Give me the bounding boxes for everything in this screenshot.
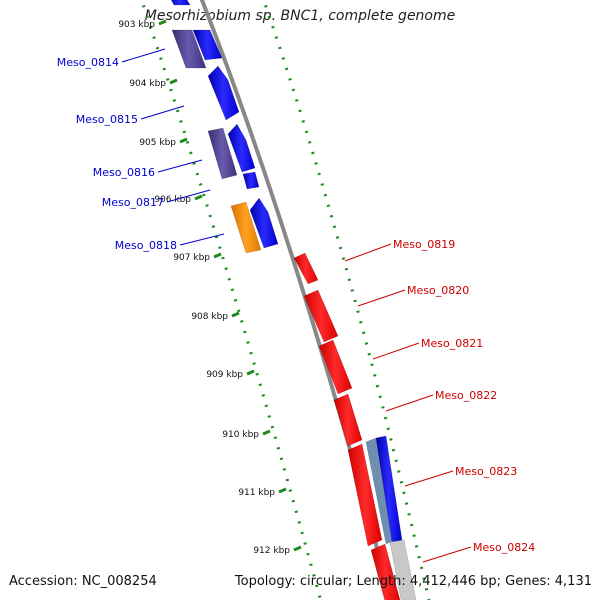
gene-label-right[interactable]: Meso_0819: [393, 238, 455, 251]
leader-line: [372, 342, 420, 360]
leader-line: [140, 105, 185, 120]
tick-label: 903 kbp: [118, 20, 155, 30]
tick-label: 909 kbp: [206, 370, 243, 380]
tick-label: 908 kbp: [191, 312, 228, 322]
gene-label-left[interactable]: Meso_0816: [93, 166, 155, 179]
tick-label: 904 kbp: [129, 79, 166, 89]
gc-track-inner: [140, 0, 323, 600]
tick-label: 910 kbp: [222, 430, 259, 440]
gene-meso-0814-shape: [171, 29, 207, 69]
gene-meso-0820-shape: [303, 289, 339, 343]
gene-meso-0819-shape: [293, 252, 319, 285]
gene-meso-0823-blue: [375, 435, 403, 543]
leader-line: [179, 233, 225, 246]
gene-meso-0818-shape: [230, 201, 262, 254]
tick-mark: [158, 19, 167, 26]
gene-label-right[interactable]: Meso_0822: [435, 389, 497, 402]
gene-label-right[interactable]: Meso_0821: [421, 337, 483, 350]
gene-label-left[interactable]: Meso_0817: [102, 196, 164, 209]
tick-label: 911 kbp: [238, 488, 275, 498]
tick-label: 905 kbp: [139, 138, 176, 148]
gc-track-outer: [262, 0, 431, 600]
gene-meso-0822-shape: [333, 393, 363, 447]
gene-label-left[interactable]: Meso_0815: [76, 113, 138, 126]
gene-meso-0816-arrow: [227, 123, 256, 173]
tick-mark: [179, 137, 188, 144]
accession-label: Accession: NC_008254: [9, 574, 157, 589]
leader-line: [404, 470, 454, 487]
gene-meso-0813-shape: [170, 0, 191, 6]
tick-mark: [213, 252, 222, 259]
gene-label-left[interactable]: Meso_0814: [57, 56, 119, 69]
gene-meso-0824-shape: [370, 543, 401, 600]
leader-line: [385, 394, 434, 412]
gene-meso-0816-shape: [207, 127, 238, 180]
tick-mark: [231, 311, 240, 318]
gene-meso-0815-shape: [207, 65, 240, 121]
gene-label-right[interactable]: Meso_0824: [473, 541, 535, 554]
gene-meso-0817-shape: [242, 171, 260, 190]
tick-mark: [293, 545, 302, 552]
gene-label-right[interactable]: Meso_0820: [407, 284, 469, 297]
tick-mark: [194, 194, 203, 201]
topology-summary: Topology: circular; Length: 4,412,446 bp…: [234, 574, 592, 589]
gene-meso-0818-arrow: [249, 197, 279, 249]
tick-mark: [169, 78, 178, 85]
tick-mark: [246, 369, 255, 376]
gene-meso-0824-grey: [389, 539, 417, 600]
leader-line: [121, 48, 166, 63]
gene-label-right[interactable]: Meso_0823: [455, 465, 517, 478]
leader-line: [344, 243, 392, 262]
map-title: Mesorhizobium sp. BNC1, complete genome: [144, 8, 456, 24]
gene-meso-0821-shape: [318, 339, 353, 395]
leader-line: [357, 289, 406, 307]
leader-line: [157, 159, 203, 173]
gene-label-left[interactable]: Meso_0818: [115, 239, 177, 252]
tick-label: 912 kbp: [253, 546, 290, 556]
leader-line: [422, 546, 472, 563]
tick-mark: [262, 429, 271, 436]
tick-label: 907 kbp: [173, 253, 210, 263]
gene-meso-0823-shape: [347, 443, 383, 547]
tick-mark: [278, 487, 287, 494]
leader-line: [166, 189, 211, 203]
gene-meso-0814-arrow: [192, 29, 223, 61]
